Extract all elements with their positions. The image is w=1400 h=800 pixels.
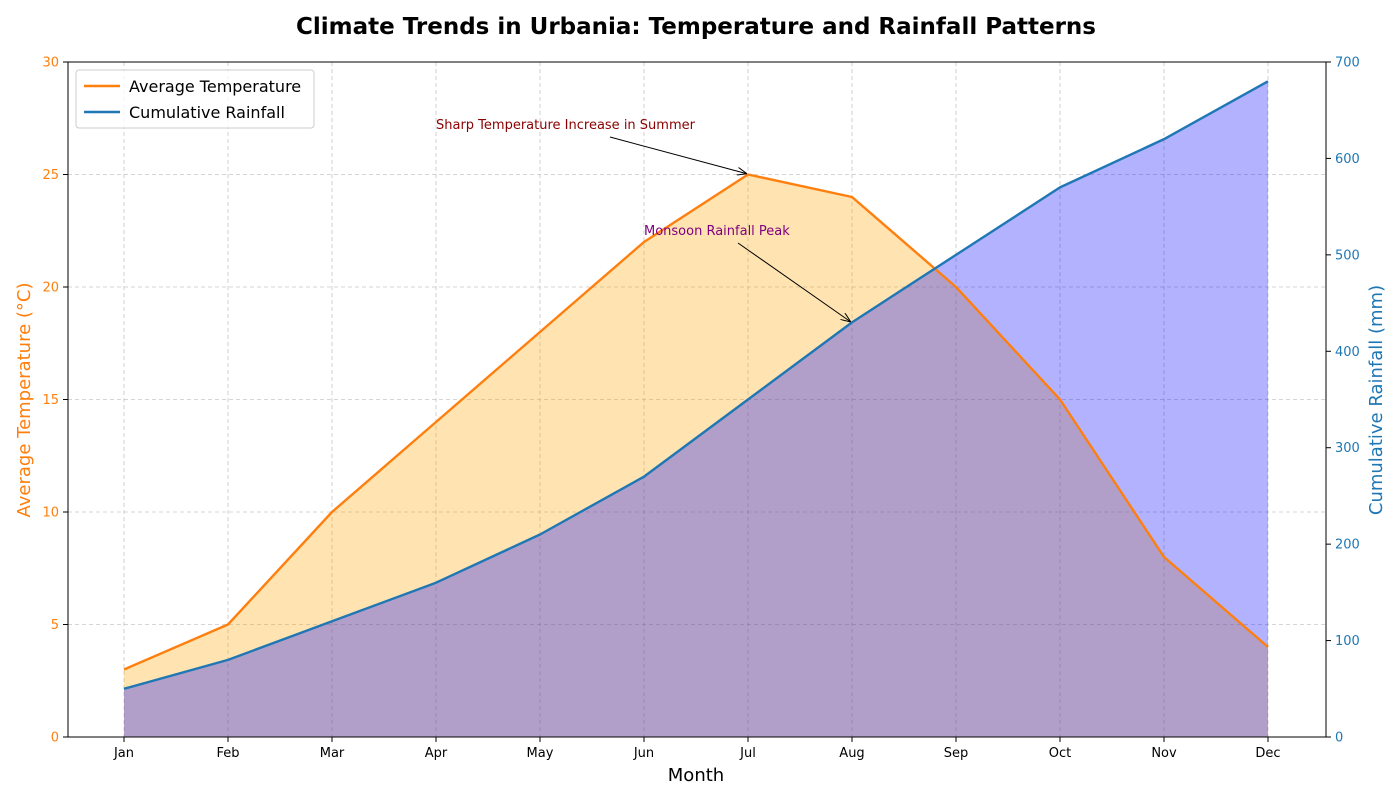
x-tick-label: Jul — [739, 746, 756, 761]
x-tick-label: Oct — [1049, 746, 1071, 761]
right-tick-label: 0 — [1335, 731, 1343, 746]
series-line-1 — [123, 173, 1269, 671]
left-tick-label: 25 — [42, 168, 59, 183]
right-tick-label: 200 — [1335, 538, 1360, 553]
x-tick-label: May — [527, 746, 554, 761]
right-tick-label: 100 — [1335, 634, 1360, 649]
left-tick-label: 5 — [51, 618, 59, 633]
right-axis-ticks: 0 100 200 300 400 500 600 700 — [1326, 56, 1360, 746]
series-line-2 — [123, 80, 1269, 690]
annotation-arrow-1 — [609, 136, 746, 174]
right-tick-label: 700 — [1335, 56, 1360, 71]
x-tick-label: Aug — [839, 746, 864, 761]
annotations: Sharp Temperature Increase in Summer Mons… — [436, 118, 850, 321]
legend-box — [75, 69, 315, 129]
right-tick-label: 300 — [1335, 441, 1360, 456]
x-axis-ticks: Jan Feb Mar Apr May Jun Jul Aug Sep Oct Nov Dec — [113, 737, 1281, 761]
x-tick-label: Apr — [425, 746, 448, 761]
series-areas — [124, 81, 1268, 738]
x-tick-label: Dec — [1255, 746, 1280, 761]
left-tick-label: 20 — [42, 281, 59, 296]
series-area-2 — [124, 81, 1268, 738]
left-axis-ticks: 0 5 10 15 20 25 30 — [42, 56, 68, 746]
chart-title: Climate Trends in Urbania: Temperature a… — [296, 14, 1096, 40]
x-tick-label: Jan — [113, 746, 134, 761]
x-tick-label: Mar — [320, 746, 345, 761]
right-tick-label: 500 — [1335, 248, 1360, 263]
x-tick-label: Sep — [944, 746, 969, 761]
x-tick-label: Nov — [1151, 746, 1177, 761]
left-axis-label: Average Temperature (°C) — [14, 283, 35, 518]
left-tick-label: 0 — [51, 731, 59, 746]
left-tick-label: 30 — [42, 56, 59, 71]
x-axis-label: Month — [668, 765, 724, 786]
right-tick-label: 400 — [1335, 345, 1360, 360]
legend-label-1: Average Temperature — [129, 77, 301, 96]
left-tick-label: 10 — [42, 506, 59, 521]
grid-lines — [68, 61, 1326, 738]
series-lines — [123, 80, 1269, 690]
right-axis-label: Cumulative Rainfall (mm) — [1366, 285, 1387, 515]
x-tick-label: Jun — [633, 746, 654, 761]
legend-label-2: Cumulative Rainfall — [129, 103, 285, 122]
right-tick-label: 600 — [1335, 152, 1360, 167]
left-tick-label: 15 — [42, 393, 59, 408]
annotation-text-2: Monsoon Rainfall Peak — [644, 224, 790, 239]
annotation-text-1: Sharp Temperature Increase in Summer — [436, 118, 696, 133]
legend: Average Temperature Cumulative Rainfall — [75, 69, 315, 129]
x-tick-label: Feb — [216, 746, 239, 761]
annotation-arrow-2 — [737, 242, 850, 321]
